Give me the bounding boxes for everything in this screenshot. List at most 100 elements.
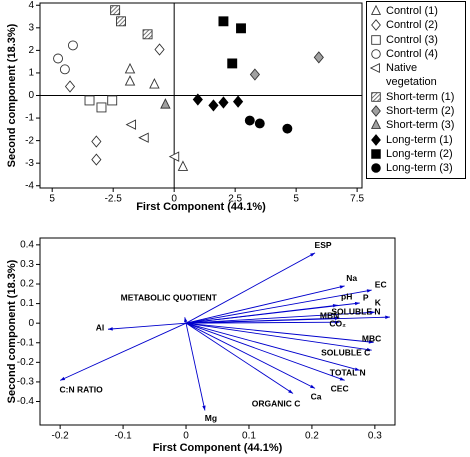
marker [138,132,149,143]
marker [64,80,76,93]
arrow-head [332,304,338,308]
vector-label: Al [96,322,105,332]
marker [142,29,153,40]
vector-label: SOLUBLE C [321,347,370,357]
x-tick-label: 0 [171,194,177,205]
arrow-head [288,389,294,394]
marker [371,34,381,45]
vector-label: ORGANIC C [252,399,301,409]
vector-label: C:N RATIO [60,385,104,395]
marker [124,75,136,86]
loading-vector [185,322,372,351]
marker [371,92,381,102]
marker [125,119,137,130]
arrow-head [184,317,188,323]
x-tick-label: 0.2 [305,431,319,442]
vector-label: SOLUBLE N [331,306,380,316]
legend-marker [371,92,381,102]
vector-label: K [375,297,382,307]
legend-marker [370,119,382,130]
plot-frame [39,237,396,426]
y-tick-label: -1 [25,113,34,124]
x-tick-label: 0.3 [368,431,382,442]
marker [59,64,70,75]
x-tick-label: 5 [49,194,55,205]
marker [249,68,260,81]
vector-label: P [363,292,369,302]
marker [313,51,324,64]
marker [149,78,160,89]
loading-vector [185,304,338,324]
y-tick-label: 0.2 [20,279,34,290]
loading-vector [186,317,340,324]
marker [370,5,382,15]
vector-label: METABOLIC QUOTIENT [121,293,218,303]
legend-entry: Short-term (2) [367,104,465,118]
legend-entry: Native vegetation [367,61,465,90]
legend-label: Long-term (1) [386,133,453,146]
arrow-head [339,377,345,381]
loading-vector [185,322,316,389]
legend: Control (1) Control (2) Control (3) Control… [366,1,466,179]
loading-vector [59,322,187,381]
y-tick-label: 2 [28,45,34,56]
legend-marker [371,19,381,32]
y-tick-label: -0.4 [17,396,35,407]
arrow-head [339,285,345,289]
arrow-head [366,347,372,352]
y-tick-label: -0.1 [17,337,35,348]
legend-label: Control (2) [386,19,438,32]
vector-label: Ca [311,392,322,402]
loading-vector [186,321,340,324]
marker [192,93,203,106]
y-tick-label: 0 [28,90,34,101]
x-tick-label: 2.5 [228,194,242,205]
y-tick-label: -0.3 [17,377,35,388]
y-tick-label: -3 [25,158,34,169]
marker [96,102,107,113]
y-tick-label: -4 [25,180,34,191]
y-tick-label: 0.1 [20,298,34,309]
vector-label: pH [341,291,352,301]
vector-label: MBC [362,334,381,344]
legend-label: Long-term (2) [386,147,453,160]
legend-entry: Control (2) [367,18,465,32]
marker [370,63,380,74]
marker [116,16,126,27]
marker [218,96,229,109]
legend-marker [371,149,381,159]
legend-marker [371,34,381,45]
legend-entry: Control (3) [367,33,465,47]
legend-entry: Long-term (3) [367,161,465,175]
vector-label: CO₂ [329,318,346,328]
y-tick-label: 3 [28,22,34,33]
loading-vector [185,252,316,324]
loading-vector [185,322,360,371]
loading-vector [185,322,345,381]
loading-vector [107,322,187,330]
legend-marker [370,5,382,15]
marker [67,40,78,51]
loading-vector [185,323,206,411]
x-tick-label: -0.2 [52,431,70,442]
x-tick-label: 0.1 [242,431,256,442]
arrow-head [60,376,66,381]
arrow-head [310,384,316,389]
marker [154,43,165,56]
marker [236,23,246,34]
arrow-head [354,301,360,306]
marker [371,19,381,32]
marker [371,133,381,146]
x-tick-label: 5 [293,194,299,205]
legend-label: Control (4) [386,47,438,60]
vector-label: CEC [331,384,349,394]
marker [371,149,381,159]
marker [371,49,381,59]
y-tick-label: -2 [25,135,34,146]
arrow-head [107,327,113,331]
y-axis-label: Second component (18.3%) [6,259,18,403]
legend-label: Native vegetation [386,62,437,89]
vector-label: Na [346,273,357,283]
legend-marker [370,63,380,74]
